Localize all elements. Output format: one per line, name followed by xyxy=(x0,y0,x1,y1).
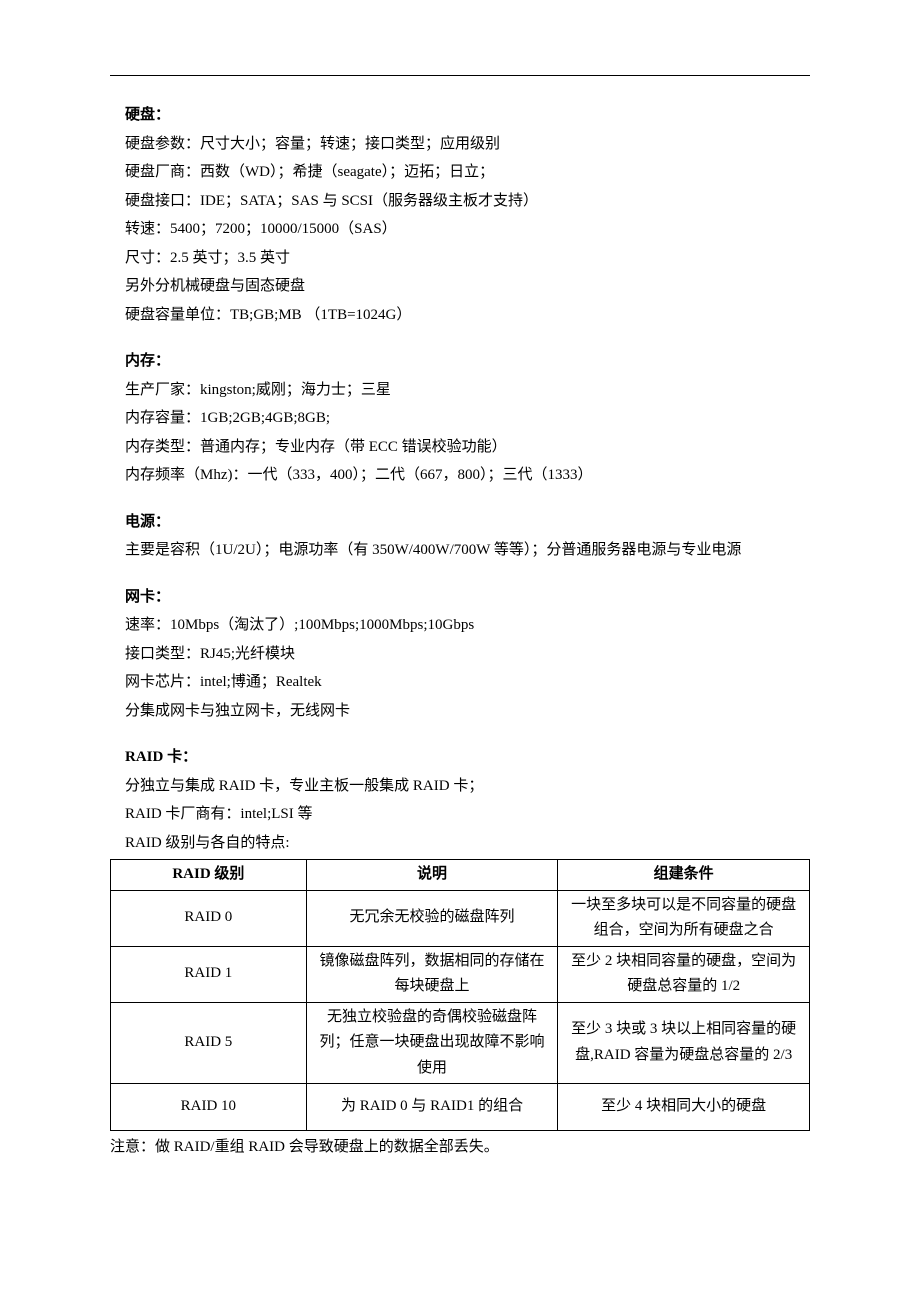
table-row: RAID 5 无独立校验盘的奇偶校验磁盘阵列；任意一块硬盘出现故障不影响使用 至… xyxy=(111,1002,810,1084)
disk-line: 硬盘容量单位：TB;GB;MB （1TB=1024G） xyxy=(110,301,810,330)
raid-line: RAID 级别与各自的特点: xyxy=(110,829,810,858)
power-title: 电源： xyxy=(110,508,810,537)
memory-line: 内存频率（Mhz)：一代（333，400）；二代（667，800）；三代（133… xyxy=(110,461,810,490)
nic-line: 速率：10Mbps（淘汰了）;100Mbps;1000Mbps;10Gbps xyxy=(110,611,810,640)
section-memory: 内存： 生产厂家：kingston;威刚；海力士；三星 内存容量：1GB;2GB… xyxy=(110,347,810,490)
disk-title: 硬盘： xyxy=(110,101,810,130)
raid-title: RAID 卡： xyxy=(110,743,810,772)
raid-line: 分独立与集成 RAID 卡，专业主板一般集成 RAID 卡； xyxy=(110,772,810,801)
raid-note: 注意：做 RAID/重组 RAID 会导致硬盘上的数据全部丢失。 xyxy=(110,1133,810,1162)
section-raid: RAID 卡： 分独立与集成 RAID 卡，专业主板一般集成 RAID 卡； R… xyxy=(110,743,810,1131)
section-nic: 网卡： 速率：10Mbps（淘汰了）;100Mbps;1000Mbps;10Gb… xyxy=(110,583,810,726)
table-row: RAID 10 为 RAID 0 与 RAID1 的组合 至少 4 块相同大小的… xyxy=(111,1084,810,1131)
raid-line: RAID 卡厂商有：intel;LSI 等 xyxy=(110,800,810,829)
disk-line: 另外分机械硬盘与固态硬盘 xyxy=(110,272,810,301)
document-page: 硬盘： 硬盘参数：尺寸大小；容量；转速；接口类型；应用级别 硬盘厂商：西数（WD… xyxy=(0,0,920,1302)
cell-cond: 一块至多块可以是不同容量的硬盘组合，空间为所有硬盘之合 xyxy=(558,890,810,946)
memory-title: 内存： xyxy=(110,347,810,376)
disk-line: 转速：5400；7200；10000/15000（SAS） xyxy=(110,215,810,244)
section-power: 电源： 主要是容积（1U/2U）；电源功率（有 350W/400W/700W 等… xyxy=(110,508,810,565)
nic-line: 接口类型：RJ45;光纤模块 xyxy=(110,640,810,669)
cell-cond: 至少 4 块相同大小的硬盘 xyxy=(558,1084,810,1131)
cell-desc: 镜像磁盘阵列，数据相同的存储在每块硬盘上 xyxy=(306,946,558,1002)
disk-line: 硬盘厂商：西数（WD）；希捷（seagate）；迈拓；日立； xyxy=(110,158,810,187)
th-cond: 组建条件 xyxy=(558,860,810,891)
cell-cond: 至少 3 块或 3 块以上相同容量的硬盘,RAID 容量为硬盘总容量的 2/3 xyxy=(558,1002,810,1084)
cell-cond: 至少 2 块相同容量的硬盘，空间为硬盘总容量的 1/2 xyxy=(558,946,810,1002)
top-rule xyxy=(110,75,810,76)
disk-line: 尺寸：2.5 英寸；3.5 英寸 xyxy=(110,244,810,273)
th-level: RAID 级别 xyxy=(111,860,307,891)
nic-title: 网卡： xyxy=(110,583,810,612)
cell-desc: 无冗余无校验的磁盘阵列 xyxy=(306,890,558,946)
table-row: RAID 1 镜像磁盘阵列，数据相同的存储在每块硬盘上 至少 2 块相同容量的硬… xyxy=(111,946,810,1002)
memory-line: 内存容量：1GB;2GB;4GB;8GB; xyxy=(110,404,810,433)
cell-desc: 无独立校验盘的奇偶校验磁盘阵列；任意一块硬盘出现故障不影响使用 xyxy=(306,1002,558,1084)
table-row: RAID 0 无冗余无校验的磁盘阵列 一块至多块可以是不同容量的硬盘组合，空间为… xyxy=(111,890,810,946)
raid-table: RAID 级别 说明 组建条件 RAID 0 无冗余无校验的磁盘阵列 一块至多块… xyxy=(110,859,810,1131)
memory-line: 生产厂家：kingston;威刚；海力士；三星 xyxy=(110,376,810,405)
cell-level: RAID 10 xyxy=(111,1084,307,1131)
cell-level: RAID 5 xyxy=(111,1002,307,1084)
nic-line: 分集成网卡与独立网卡，无线网卡 xyxy=(110,697,810,726)
disk-line: 硬盘参数：尺寸大小；容量；转速；接口类型；应用级别 xyxy=(110,130,810,159)
memory-line: 内存类型：普通内存；专业内存（带 ECC 错误校验功能） xyxy=(110,433,810,462)
th-desc: 说明 xyxy=(306,860,558,891)
cell-level: RAID 0 xyxy=(111,890,307,946)
cell-level: RAID 1 xyxy=(111,946,307,1002)
disk-line: 硬盘接口：IDE；SATA；SAS 与 SCSI（服务器级主板才支持） xyxy=(110,187,810,216)
power-line: 主要是容积（1U/2U）；电源功率（有 350W/400W/700W 等等）；分… xyxy=(110,536,810,565)
cell-desc: 为 RAID 0 与 RAID1 的组合 xyxy=(306,1084,558,1131)
section-disk: 硬盘： 硬盘参数：尺寸大小；容量；转速；接口类型；应用级别 硬盘厂商：西数（WD… xyxy=(110,101,810,329)
table-header-row: RAID 级别 说明 组建条件 xyxy=(111,860,810,891)
nic-line: 网卡芯片：intel;博通；Realtek xyxy=(110,668,810,697)
